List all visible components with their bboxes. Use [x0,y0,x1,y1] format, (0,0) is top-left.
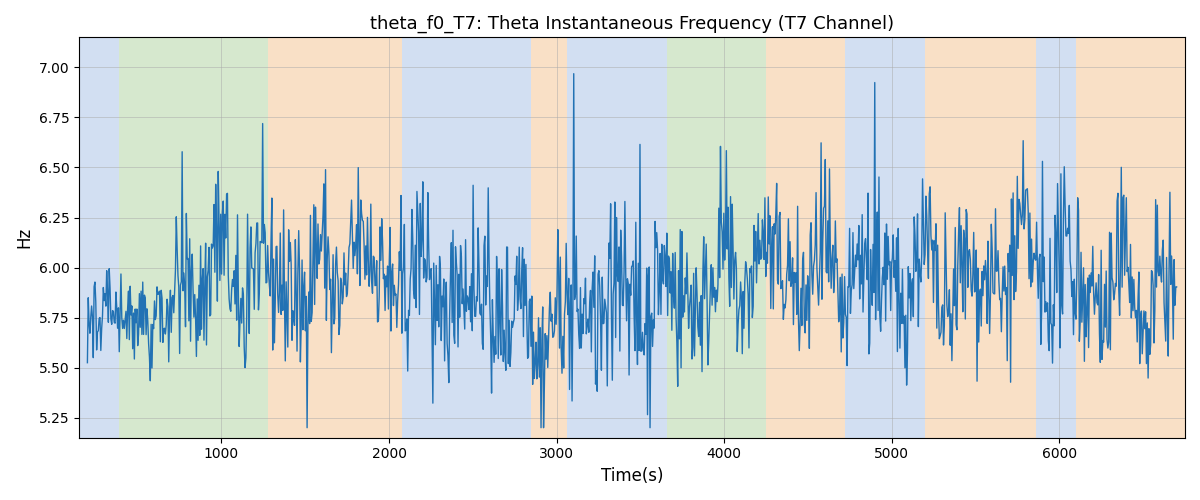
Bar [667,38,766,438]
Bar [1036,38,1076,438]
Y-axis label: Hz: Hz [14,227,32,248]
Bar [402,38,532,438]
Bar [566,38,626,438]
Bar [269,38,402,438]
Bar [119,38,269,438]
Bar [79,38,119,438]
Bar [925,38,1036,438]
Bar [649,38,667,438]
Bar [845,38,925,438]
X-axis label: Time(s): Time(s) [601,467,664,485]
Bar [1076,38,1186,438]
Title: theta_f0_T7: Theta Instantaneous Frequency (T7 Channel): theta_f0_T7: Theta Instantaneous Frequen… [370,15,894,34]
Bar [626,38,649,438]
Bar [766,38,845,438]
Bar [532,38,566,438]
